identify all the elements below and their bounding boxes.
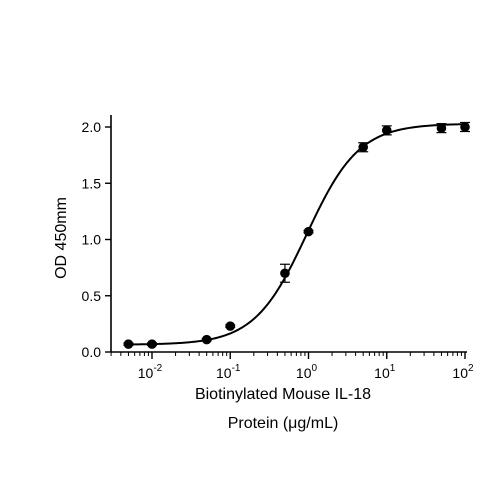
error-bars — [123, 121, 470, 346]
data-points — [123, 122, 470, 349]
x-tick-label: 100 — [296, 363, 318, 381]
y-tick-label: 1.0 — [82, 232, 102, 248]
axes — [110, 115, 467, 353]
data-point — [381, 125, 392, 136]
x-tick-label: 101 — [374, 363, 396, 381]
y-tick-label: 2.0 — [82, 119, 102, 135]
fit-curve — [128, 123, 466, 346]
y-tick-label: 1.5 — [82, 175, 102, 191]
x-ticks: 10-2 10-1 100 101 102 — [110, 352, 474, 381]
data-point — [303, 226, 314, 237]
x-axis-title-line-2: Protein (μg/mL) — [228, 415, 339, 432]
data-point — [225, 321, 236, 331]
data-point — [460, 122, 470, 132]
data-point — [147, 339, 157, 349]
x-tick-label: 10-2 — [138, 363, 163, 381]
data-point — [436, 123, 447, 133]
y-tick-label: 0.5 — [82, 288, 102, 304]
data-point — [280, 268, 290, 279]
y-tick-label: 0.0 — [82, 344, 102, 360]
x-tick-label: 10-1 — [216, 363, 241, 381]
y-axis-title: OD 450mm — [53, 197, 70, 279]
data-point — [358, 142, 368, 153]
data-point — [201, 334, 212, 345]
y-ticks: 0.0 0.5 1.0 1.5 2.0 — [82, 119, 111, 360]
x-tick-label: 102 — [452, 363, 474, 381]
data-point — [123, 339, 134, 349]
x-axis-title-line-1: Biotinylated Mouse IL-18 — [195, 386, 371, 403]
